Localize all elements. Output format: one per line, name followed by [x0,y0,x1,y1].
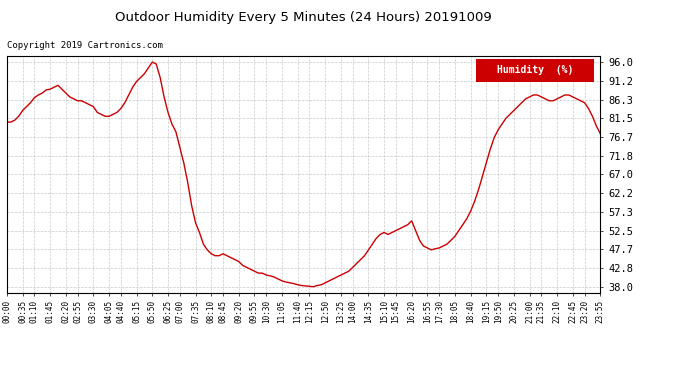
Text: Copyright 2019 Cartronics.com: Copyright 2019 Cartronics.com [7,41,163,50]
Text: Outdoor Humidity Every 5 Minutes (24 Hours) 20191009: Outdoor Humidity Every 5 Minutes (24 Hou… [115,11,492,24]
